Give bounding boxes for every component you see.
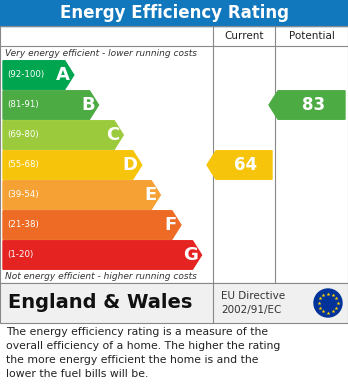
Text: (92-100): (92-100) — [7, 70, 44, 79]
Text: Energy Efficiency Rating: Energy Efficiency Rating — [60, 4, 288, 22]
Text: (21-38): (21-38) — [7, 221, 39, 230]
Text: B: B — [81, 96, 95, 114]
Polygon shape — [3, 91, 98, 119]
Polygon shape — [269, 91, 345, 119]
Text: D: D — [123, 156, 138, 174]
Text: Current: Current — [224, 31, 264, 41]
Text: 83: 83 — [302, 96, 325, 114]
Bar — [0, 0, 348, 26]
Bar — [0, 283, 348, 323]
Polygon shape — [3, 181, 160, 209]
Text: 2002/91/EC: 2002/91/EC — [221, 305, 282, 315]
Polygon shape — [3, 151, 142, 179]
Polygon shape — [207, 151, 272, 179]
Text: Not energy efficient - higher running costs: Not energy efficient - higher running co… — [5, 272, 197, 281]
Polygon shape — [3, 121, 123, 149]
Text: (55-68): (55-68) — [7, 160, 39, 170]
Text: The energy efficiency rating is a measure of the
overall efficiency of a home. T: The energy efficiency rating is a measur… — [6, 327, 280, 379]
Text: England & Wales: England & Wales — [8, 294, 192, 312]
Text: C: C — [106, 126, 119, 144]
Text: EU Directive: EU Directive — [221, 291, 285, 301]
Text: Very energy efficient - lower running costs: Very energy efficient - lower running co… — [5, 48, 197, 57]
Text: 64: 64 — [235, 156, 258, 174]
Text: A: A — [56, 66, 70, 84]
Polygon shape — [3, 61, 74, 89]
Circle shape — [314, 289, 342, 317]
Text: (81-91): (81-91) — [7, 100, 39, 109]
Text: Potential: Potential — [288, 31, 334, 41]
Text: G: G — [183, 246, 198, 264]
Text: (39-54): (39-54) — [7, 190, 39, 199]
Text: E: E — [144, 186, 156, 204]
Polygon shape — [3, 211, 181, 239]
Text: (1-20): (1-20) — [7, 251, 33, 260]
Text: (69-80): (69-80) — [7, 131, 39, 140]
Text: F: F — [165, 216, 177, 234]
Bar — [0, 26, 348, 283]
Polygon shape — [3, 241, 201, 269]
